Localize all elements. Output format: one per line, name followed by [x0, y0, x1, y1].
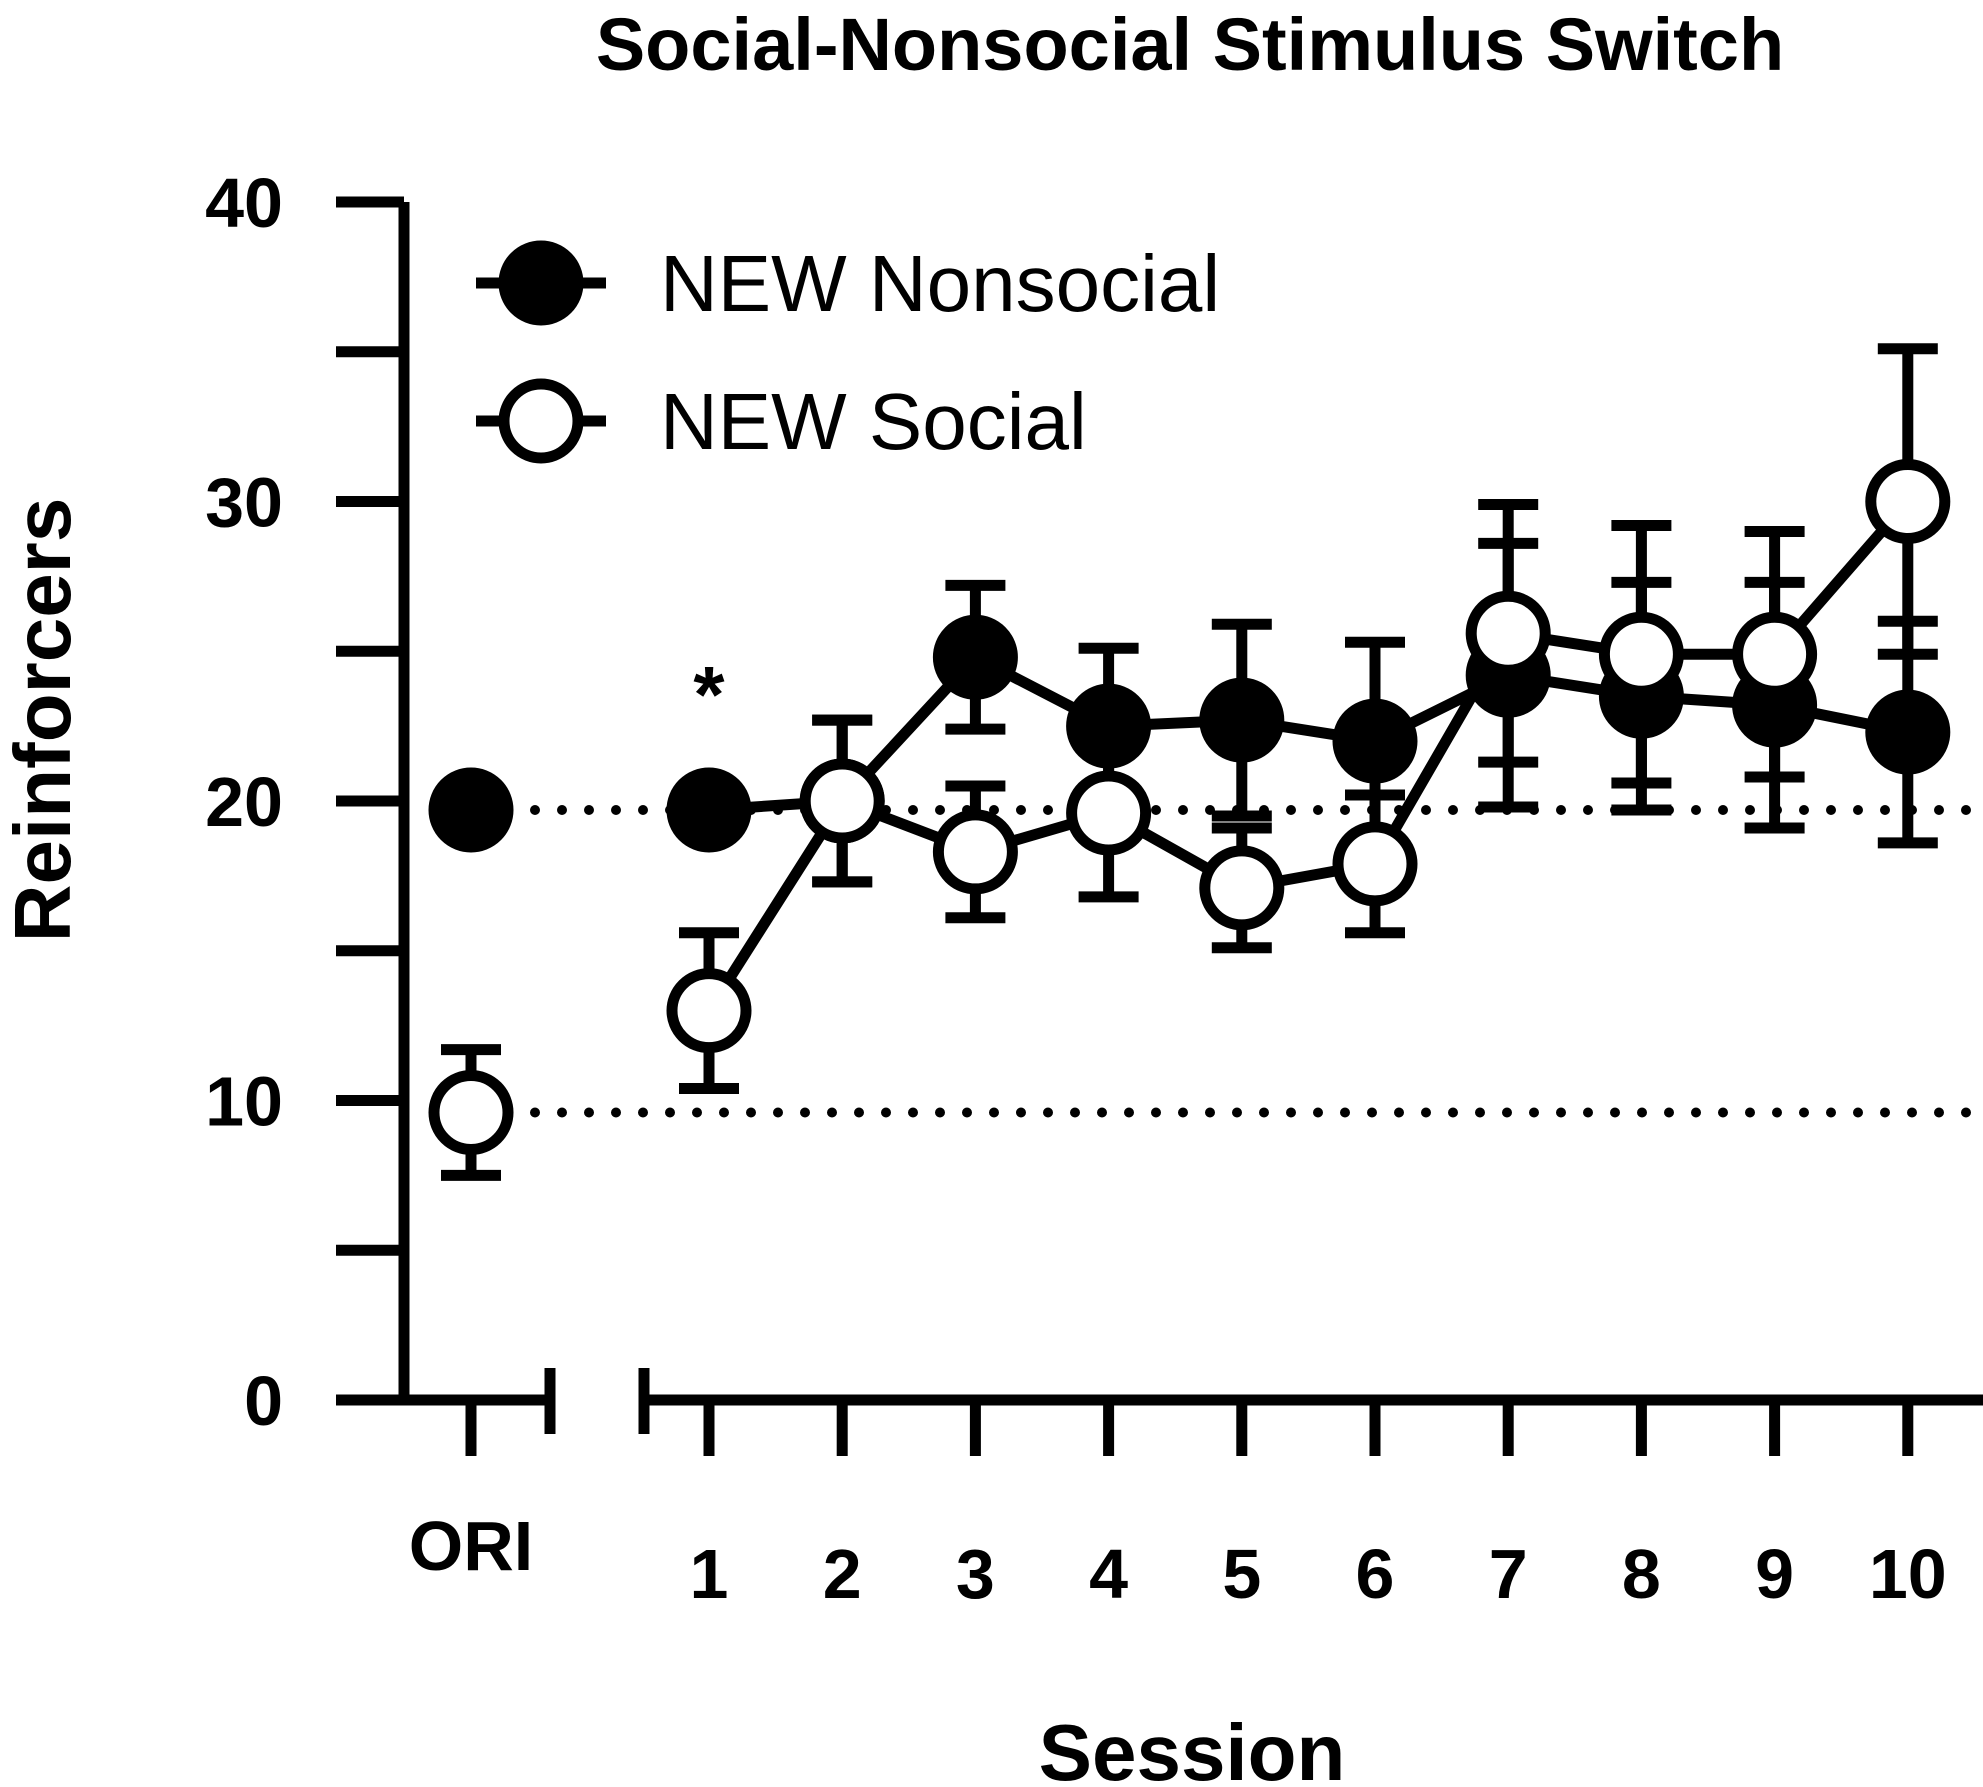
x-tick-label: 4	[1089, 1535, 1128, 1613]
social-data-point	[1865, 459, 1951, 544]
legend-marker-social	[498, 378, 584, 464]
social-series-line	[704, 497, 1912, 1014]
x-axis-label: Session	[1039, 1708, 1346, 1787]
error-bars	[441, 343, 1938, 1181]
y-tick-label: 40	[205, 164, 283, 242]
nonsocial-data-point	[1865, 689, 1951, 775]
x-tick-label: 8	[1622, 1535, 1661, 1613]
x-tick-label: 9	[1755, 1535, 1794, 1613]
legend-label-social: NEW Social	[660, 377, 1087, 466]
series-lines	[704, 497, 1912, 1014]
legend-label-nonsocial: NEW Nonsocial	[660, 239, 1220, 328]
x-tick-label: 6	[1356, 1535, 1395, 1613]
chart-title: Social-Nonsocial Stimulus Switch	[596, 3, 1784, 86]
tick-labels: 0 10 20 30 40 ORI 1 2 3 4 5 6 7 8 9 10	[205, 164, 1947, 1613]
nonsocial-data-point	[666, 767, 752, 853]
social-ori-point	[428, 1069, 514, 1155]
y-tick-label: 10	[205, 1063, 283, 1141]
x-tick-label: 2	[823, 1535, 862, 1613]
social-data-point	[1732, 611, 1818, 697]
x-tick-label: 5	[1222, 1535, 1261, 1613]
social-data-point	[799, 758, 885, 844]
social-data-point	[1598, 611, 1684, 697]
nonsocial-series-line	[708, 651, 1909, 816]
social-data-point	[1199, 845, 1285, 931]
annotations: *	[693, 650, 725, 739]
x-tick-label: 10	[1869, 1535, 1947, 1613]
nonsocial-data-point	[1199, 677, 1285, 763]
significance-asterisk: *	[693, 650, 725, 739]
y-tick-label: 0	[244, 1362, 283, 1440]
x-tick-label: 7	[1489, 1535, 1528, 1613]
nonsocial-data-point	[1066, 683, 1152, 769]
y-tick-label: 20	[205, 763, 283, 841]
x-tick-label: 3	[956, 1535, 995, 1613]
nonsocial-data-point	[932, 614, 1018, 700]
axes	[336, 196, 1983, 1456]
y-axis-label: Reinforcers	[0, 498, 87, 943]
nonsocial-ori-point	[428, 767, 514, 853]
social-data-point	[666, 968, 752, 1054]
social-data-point	[932, 809, 1018, 895]
x-tick-label-ori: ORI	[409, 1507, 533, 1585]
y-tick-label: 30	[205, 464, 283, 542]
nonsocial-data-point	[1332, 698, 1418, 784]
legend: NEW Nonsocial NEW Social	[476, 239, 1220, 466]
markers	[428, 459, 1951, 1155]
legend-marker-nonsocial	[498, 240, 584, 326]
x-tick-label: 1	[690, 1535, 729, 1613]
social-data-point	[1066, 770, 1152, 856]
social-data-point	[1332, 821, 1418, 907]
social-data-point	[1465, 590, 1551, 676]
